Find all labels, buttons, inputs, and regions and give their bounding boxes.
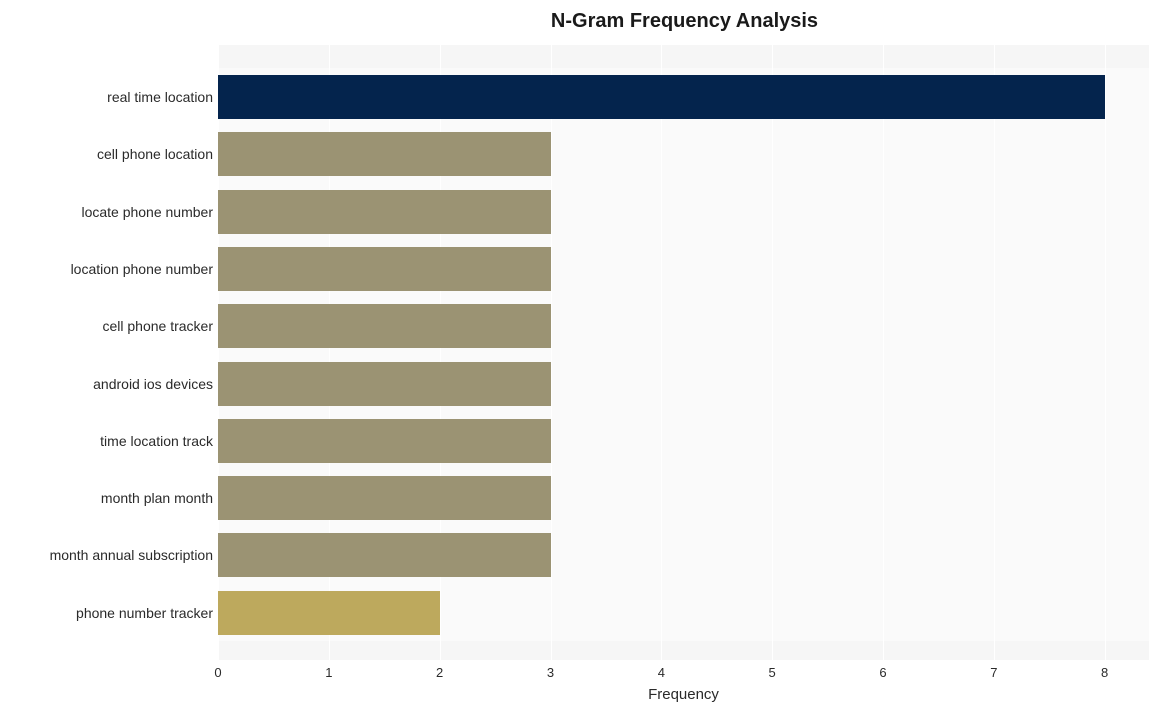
bar: [218, 132, 551, 176]
grid-band: [218, 641, 1149, 660]
x-tick-label: 6: [879, 665, 886, 680]
grid-line: [551, 45, 552, 660]
x-tick-label: 0: [214, 665, 221, 680]
x-tick-label: 5: [769, 665, 776, 680]
x-tick-label: 4: [658, 665, 665, 680]
grid-line: [661, 45, 662, 660]
y-tick-label: cell phone location: [97, 146, 213, 162]
y-tick-label: android ios devices: [93, 376, 213, 392]
bar: [218, 533, 551, 577]
grid-line: [772, 45, 773, 660]
x-tick-label: 3: [547, 665, 554, 680]
y-tick-label: locate phone number: [81, 204, 213, 220]
grid-line: [883, 45, 884, 660]
grid-band: [218, 45, 1149, 68]
grid-line: [1105, 45, 1106, 660]
y-tick-label: location phone number: [71, 261, 213, 277]
grid-line: [994, 45, 995, 660]
y-tick-label: time location track: [100, 433, 213, 449]
y-tick-label: month plan month: [101, 490, 213, 506]
bar: [218, 591, 440, 635]
y-tick-label: real time location: [107, 89, 213, 105]
plot-area: [218, 45, 1149, 660]
x-axis-label: Frequency: [218, 686, 1149, 703]
bar: [218, 190, 551, 234]
x-tick-label: 7: [990, 665, 997, 680]
bar: [218, 419, 551, 463]
ngram-chart: N-Gram Frequency Analysis real time loca…: [10, 10, 1149, 711]
x-tick-label: 8: [1101, 665, 1108, 680]
bar: [218, 362, 551, 406]
y-tick-label: phone number tracker: [76, 605, 213, 621]
bar: [218, 75, 1105, 119]
bar: [218, 247, 551, 291]
y-tick-label: month annual subscription: [50, 547, 213, 563]
chart-title: N-Gram Frequency Analysis: [10, 10, 1149, 33]
x-tick-label: 1: [325, 665, 332, 680]
bar: [218, 304, 551, 348]
y-tick-label: cell phone tracker: [102, 318, 213, 334]
x-tick-label: 2: [436, 665, 443, 680]
bar: [218, 476, 551, 520]
